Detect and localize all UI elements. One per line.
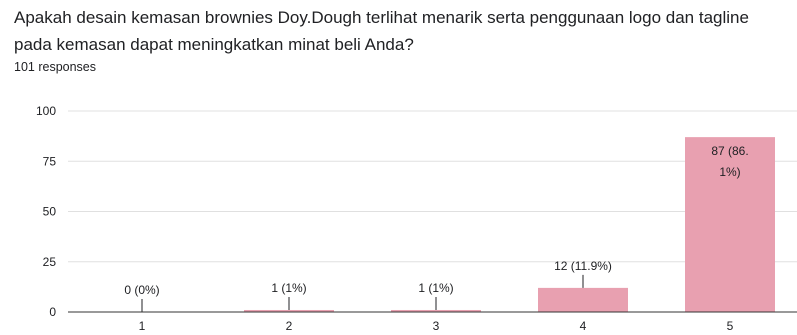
response-count: 101 responses	[14, 60, 97, 74]
x-tick-label: 3	[433, 319, 440, 333]
y-tick-label: 0	[49, 305, 56, 319]
bar	[685, 137, 775, 312]
bar-chart: 0 25 50 75 100 0 (0%) 1 1 (1%) 2 1 (1%) 3 12 (11.9%…	[36, 104, 797, 333]
question-title: Apakah desain kemasan brownies Doy.Dough…	[14, 8, 749, 54]
data-label: 1 (1%)	[271, 281, 306, 295]
y-tick-label: 100	[36, 104, 56, 118]
bar	[391, 309, 481, 312]
data-label: 1 (1%)	[418, 281, 453, 295]
y-tick-label: 25	[43, 255, 57, 269]
data-label: 87 (86.	[711, 144, 748, 158]
bar	[244, 309, 334, 312]
y-tick-label: 75	[43, 154, 57, 168]
data-label: 12 (11.9%)	[554, 259, 612, 273]
data-label: 0 (0%)	[124, 283, 159, 297]
x-tick-label: 4	[580, 319, 587, 333]
data-label: 1%)	[719, 165, 740, 179]
bar	[538, 287, 628, 312]
x-tick-label: 5	[727, 319, 734, 333]
x-tick-label: 2	[286, 319, 293, 333]
y-tick-label: 50	[43, 205, 57, 219]
x-tick-label: 1	[139, 319, 146, 333]
